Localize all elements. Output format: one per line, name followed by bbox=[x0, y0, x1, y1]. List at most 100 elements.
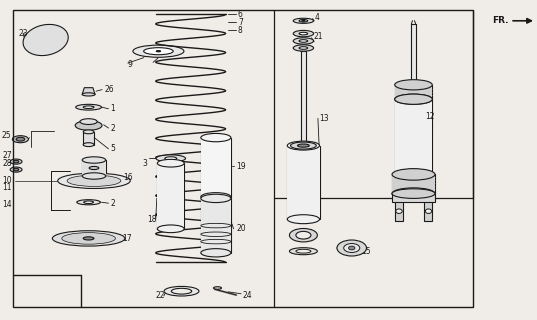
Ellipse shape bbox=[201, 133, 231, 142]
Ellipse shape bbox=[13, 168, 19, 171]
Text: 7: 7 bbox=[238, 18, 243, 27]
Text: 1: 1 bbox=[110, 104, 115, 113]
Text: 15: 15 bbox=[361, 247, 371, 256]
Ellipse shape bbox=[396, 209, 402, 213]
Ellipse shape bbox=[302, 20, 305, 21]
Ellipse shape bbox=[156, 51, 161, 52]
Ellipse shape bbox=[201, 193, 231, 201]
Text: 5: 5 bbox=[110, 144, 115, 153]
Text: 6: 6 bbox=[238, 10, 243, 19]
Bar bbox=[157, 163, 184, 229]
Ellipse shape bbox=[344, 244, 360, 252]
Ellipse shape bbox=[296, 249, 311, 253]
Ellipse shape bbox=[289, 248, 317, 255]
Text: 11: 11 bbox=[3, 183, 12, 192]
Ellipse shape bbox=[392, 169, 435, 180]
Bar bbox=[301, 51, 306, 146]
Ellipse shape bbox=[75, 121, 102, 130]
Ellipse shape bbox=[165, 157, 177, 160]
Ellipse shape bbox=[293, 30, 314, 37]
Ellipse shape bbox=[287, 141, 320, 150]
Ellipse shape bbox=[395, 80, 432, 90]
Ellipse shape bbox=[82, 173, 106, 179]
Bar bbox=[392, 174, 435, 194]
Text: 19: 19 bbox=[236, 162, 246, 171]
Bar bbox=[392, 194, 435, 202]
Ellipse shape bbox=[293, 38, 314, 44]
Ellipse shape bbox=[77, 200, 100, 205]
Ellipse shape bbox=[299, 47, 308, 49]
Ellipse shape bbox=[299, 20, 308, 22]
Ellipse shape bbox=[213, 287, 222, 289]
Bar bbox=[13, 10, 473, 307]
Ellipse shape bbox=[156, 155, 186, 162]
Ellipse shape bbox=[57, 173, 130, 188]
Ellipse shape bbox=[296, 231, 311, 239]
Bar bbox=[424, 194, 432, 221]
Ellipse shape bbox=[83, 130, 94, 134]
Ellipse shape bbox=[53, 231, 125, 246]
Text: FR.: FR. bbox=[492, 16, 509, 25]
Ellipse shape bbox=[425, 209, 432, 213]
Ellipse shape bbox=[299, 40, 308, 42]
Ellipse shape bbox=[82, 157, 106, 163]
Ellipse shape bbox=[349, 246, 355, 250]
Ellipse shape bbox=[337, 240, 366, 256]
Ellipse shape bbox=[171, 288, 192, 294]
Text: 18: 18 bbox=[148, 215, 157, 224]
Ellipse shape bbox=[395, 94, 432, 104]
Text: 20: 20 bbox=[236, 224, 246, 233]
Ellipse shape bbox=[143, 48, 173, 55]
Bar bbox=[395, 85, 432, 99]
Ellipse shape bbox=[80, 119, 97, 124]
Bar bbox=[201, 198, 231, 253]
Text: 4: 4 bbox=[314, 13, 319, 22]
Ellipse shape bbox=[293, 45, 314, 51]
Ellipse shape bbox=[157, 225, 184, 233]
Bar bbox=[395, 99, 432, 174]
Ellipse shape bbox=[67, 175, 121, 186]
Ellipse shape bbox=[201, 194, 231, 203]
Ellipse shape bbox=[157, 159, 184, 167]
Bar bbox=[411, 24, 416, 85]
Bar bbox=[201, 138, 231, 197]
Ellipse shape bbox=[10, 167, 22, 172]
Ellipse shape bbox=[133, 45, 184, 57]
Ellipse shape bbox=[395, 94, 432, 104]
Ellipse shape bbox=[392, 189, 435, 198]
Ellipse shape bbox=[83, 237, 94, 240]
Ellipse shape bbox=[291, 142, 316, 149]
Bar bbox=[83, 132, 94, 145]
Text: 22: 22 bbox=[156, 292, 165, 300]
Bar bbox=[82, 160, 106, 176]
Text: 8: 8 bbox=[238, 26, 243, 35]
Ellipse shape bbox=[82, 93, 95, 96]
Text: 2: 2 bbox=[110, 124, 115, 132]
Ellipse shape bbox=[83, 143, 94, 147]
Ellipse shape bbox=[10, 159, 22, 164]
Polygon shape bbox=[23, 24, 68, 56]
Text: 17: 17 bbox=[122, 234, 132, 243]
Text: 10: 10 bbox=[3, 176, 12, 185]
Text: 24: 24 bbox=[243, 292, 252, 300]
Ellipse shape bbox=[13, 160, 19, 163]
Ellipse shape bbox=[164, 286, 199, 296]
Text: 2: 2 bbox=[110, 199, 115, 208]
Bar bbox=[287, 146, 320, 219]
Ellipse shape bbox=[76, 104, 101, 110]
Ellipse shape bbox=[16, 137, 25, 141]
Text: 12: 12 bbox=[425, 112, 435, 121]
Text: 27: 27 bbox=[3, 151, 12, 160]
Polygon shape bbox=[82, 88, 95, 94]
Text: 23: 23 bbox=[19, 29, 28, 38]
Ellipse shape bbox=[392, 188, 435, 199]
Ellipse shape bbox=[297, 144, 309, 147]
Text: 3: 3 bbox=[142, 159, 147, 168]
Ellipse shape bbox=[84, 201, 93, 204]
Text: 13: 13 bbox=[320, 114, 329, 123]
Ellipse shape bbox=[289, 228, 317, 242]
Text: 9: 9 bbox=[128, 60, 133, 68]
Ellipse shape bbox=[89, 166, 99, 170]
Ellipse shape bbox=[83, 106, 94, 108]
Text: 21: 21 bbox=[313, 32, 323, 41]
